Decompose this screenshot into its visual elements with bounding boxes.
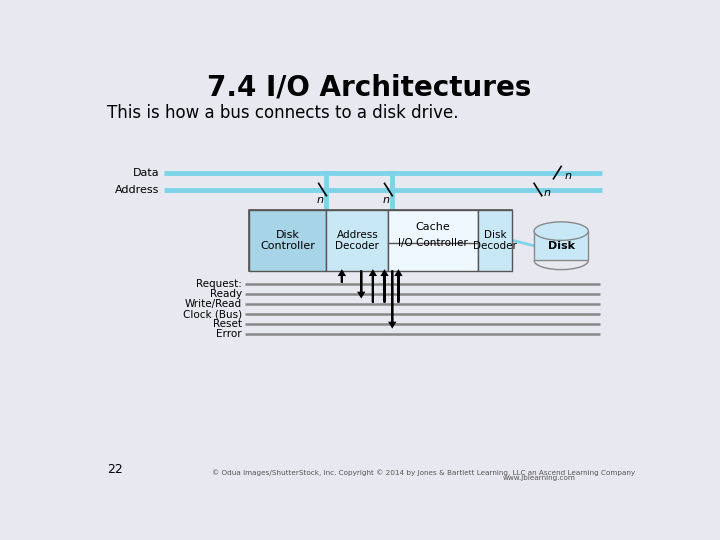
FancyArrow shape: [340, 271, 344, 282]
FancyArrow shape: [382, 271, 387, 302]
Text: Address: Address: [115, 185, 160, 194]
Text: Disk
Controller: Disk Controller: [260, 230, 315, 251]
Text: Disk
Decoder: Disk Decoder: [473, 230, 517, 251]
Bar: [326, 210, 388, 271]
Text: Error: Error: [216, 329, 242, 339]
Text: Disk: Disk: [548, 241, 575, 251]
Text: © Odua Images/ShutterStock, Inc. Copyright © 2014 by Jones & Bartlett Learning, : © Odua Images/ShutterStock, Inc. Copyrig…: [212, 470, 635, 476]
Ellipse shape: [534, 222, 588, 240]
FancyArrow shape: [390, 271, 395, 327]
Text: n: n: [564, 171, 571, 181]
Text: Reset: Reset: [213, 319, 242, 329]
Text: Data: Data: [133, 167, 160, 178]
Text: Ready: Ready: [210, 289, 242, 299]
Text: Request:: Request:: [196, 279, 242, 289]
Bar: [388, 210, 477, 271]
Text: 7.4 I/O Architectures: 7.4 I/O Architectures: [207, 74, 531, 102]
Bar: [534, 231, 588, 260]
Text: www.jblearning.com: www.jblearning.com: [503, 475, 576, 481]
FancyArrow shape: [396, 271, 401, 302]
Text: 22: 22: [107, 463, 123, 476]
Text: n: n: [317, 195, 324, 205]
Text: I/O Controller: I/O Controller: [398, 238, 468, 248]
Text: This is how a bus connects to a disk drive.: This is how a bus connects to a disk dri…: [107, 104, 459, 122]
Text: Cache: Cache: [415, 221, 450, 232]
Text: Write/Read: Write/Read: [185, 299, 242, 309]
Bar: [477, 210, 513, 271]
Text: Clock (Bus): Clock (Bus): [183, 309, 242, 319]
Text: n: n: [383, 195, 390, 205]
Bar: [249, 210, 513, 271]
Text: n: n: [544, 187, 550, 198]
FancyArrow shape: [359, 271, 364, 296]
Text: Address
Decoder: Address Decoder: [336, 230, 379, 251]
FancyArrow shape: [371, 271, 375, 302]
Bar: [249, 210, 326, 271]
